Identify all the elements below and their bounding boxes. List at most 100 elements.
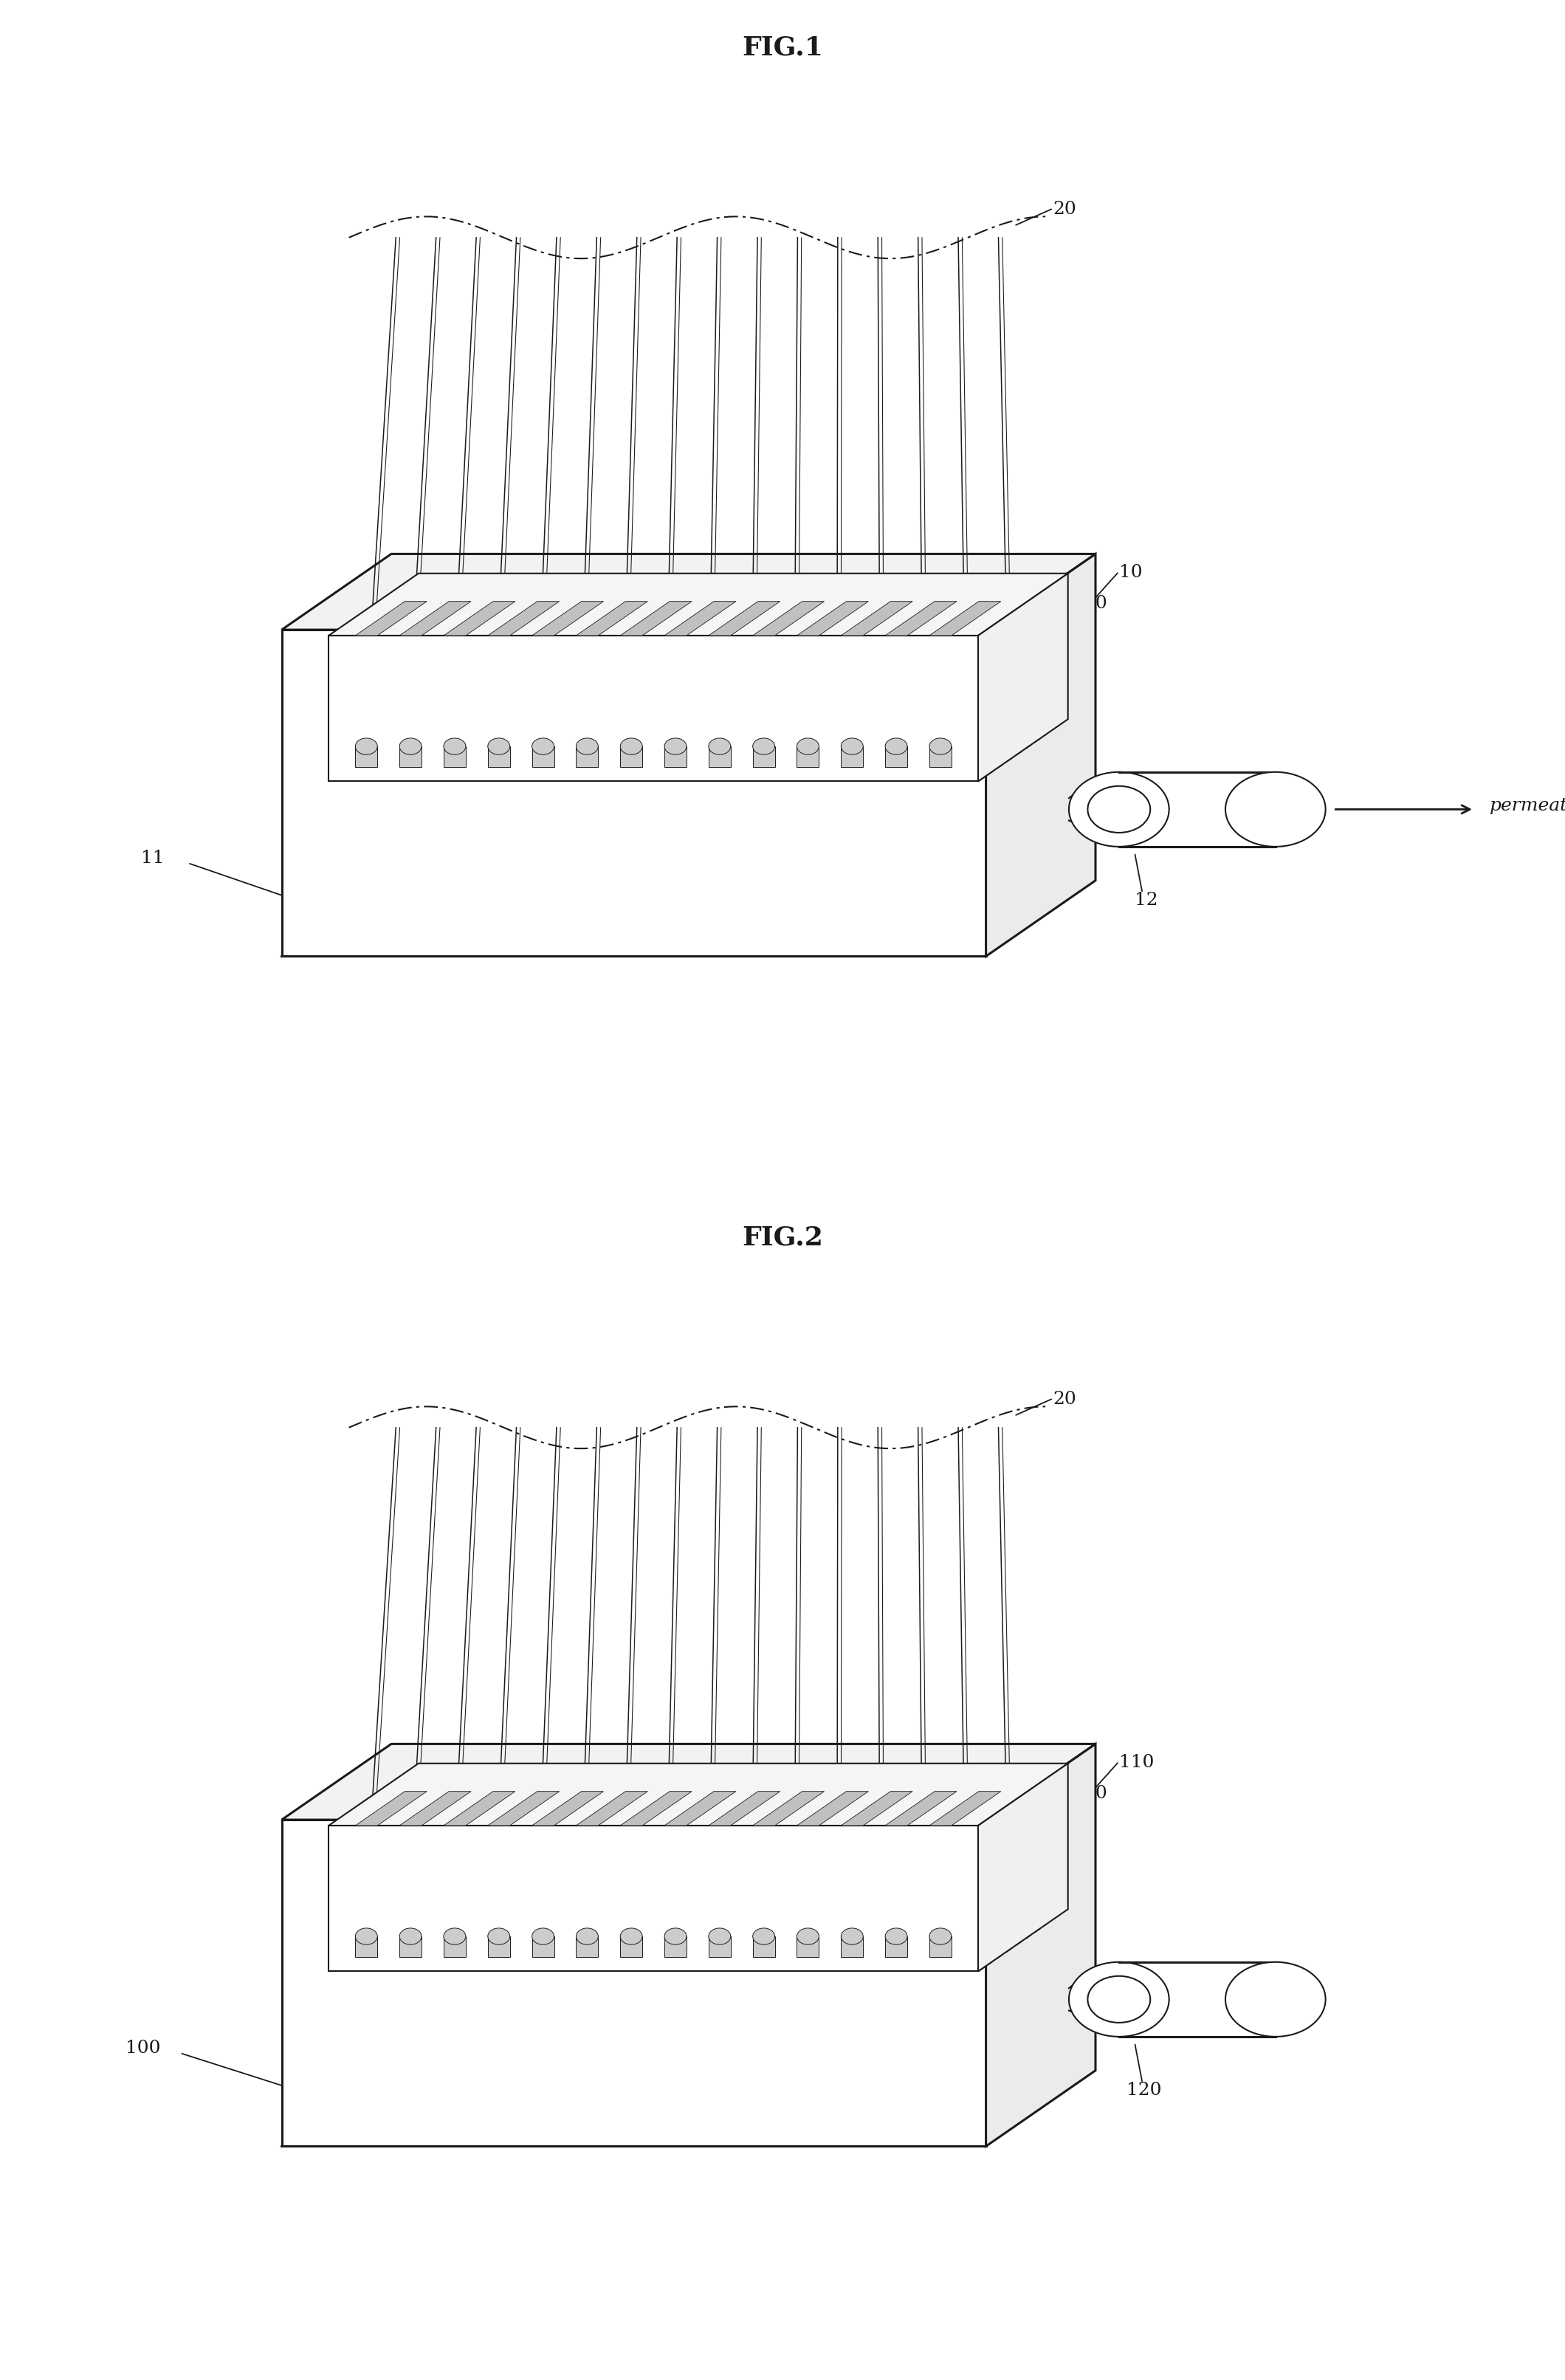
Polygon shape — [399, 602, 471, 635]
Polygon shape — [576, 1937, 598, 1956]
Polygon shape — [282, 1821, 986, 2147]
Polygon shape — [886, 1792, 956, 1825]
Text: 100: 100 — [125, 2040, 160, 2056]
Polygon shape — [488, 602, 559, 635]
Polygon shape — [532, 602, 604, 635]
Polygon shape — [665, 602, 736, 635]
Circle shape — [1069, 1961, 1169, 2037]
Text: 20: 20 — [1053, 200, 1077, 219]
Text: permeate: permeate — [1490, 797, 1565, 814]
Polygon shape — [840, 602, 912, 635]
Circle shape — [355, 738, 377, 754]
Polygon shape — [576, 602, 648, 635]
Polygon shape — [355, 1792, 427, 1825]
Circle shape — [753, 1928, 775, 1944]
Polygon shape — [443, 747, 466, 766]
Polygon shape — [709, 1792, 779, 1825]
Circle shape — [443, 738, 466, 754]
Polygon shape — [532, 1937, 554, 1956]
Circle shape — [488, 738, 510, 754]
Polygon shape — [329, 1764, 1067, 1825]
Polygon shape — [282, 631, 986, 957]
Polygon shape — [443, 602, 515, 635]
Polygon shape — [753, 1937, 775, 1956]
Text: 30: 30 — [1083, 1785, 1106, 1802]
Circle shape — [443, 1928, 466, 1944]
Polygon shape — [443, 1792, 515, 1825]
Polygon shape — [930, 1937, 952, 1956]
Circle shape — [709, 738, 731, 754]
Circle shape — [930, 738, 952, 754]
Circle shape — [576, 1928, 598, 1944]
Polygon shape — [709, 747, 731, 766]
Circle shape — [576, 738, 598, 754]
Text: 12: 12 — [1135, 892, 1158, 909]
Circle shape — [840, 738, 864, 754]
Circle shape — [620, 1928, 642, 1944]
Circle shape — [665, 1928, 687, 1944]
Text: 10: 10 — [1119, 564, 1142, 581]
Circle shape — [930, 1928, 952, 1944]
Polygon shape — [886, 1937, 908, 1956]
Circle shape — [1225, 771, 1326, 847]
Circle shape — [709, 1928, 731, 1944]
Polygon shape — [886, 747, 908, 766]
Polygon shape — [620, 747, 642, 766]
Polygon shape — [329, 574, 1067, 635]
Text: 110: 110 — [1119, 1754, 1153, 1771]
Polygon shape — [840, 747, 864, 766]
Circle shape — [797, 1928, 818, 1944]
Circle shape — [532, 738, 554, 754]
Polygon shape — [443, 1937, 466, 1956]
Polygon shape — [532, 747, 554, 766]
Polygon shape — [488, 747, 510, 766]
Polygon shape — [930, 602, 1002, 635]
Polygon shape — [329, 635, 978, 781]
Text: FIG.1: FIG.1 — [742, 36, 823, 60]
Polygon shape — [355, 602, 427, 635]
Polygon shape — [797, 1792, 869, 1825]
Polygon shape — [355, 747, 377, 766]
Circle shape — [532, 1928, 554, 1944]
Polygon shape — [797, 1937, 818, 1956]
Circle shape — [886, 1928, 908, 1944]
Circle shape — [1069, 771, 1169, 847]
Polygon shape — [986, 555, 1095, 957]
Circle shape — [797, 738, 818, 754]
Polygon shape — [282, 555, 1096, 631]
Polygon shape — [930, 747, 952, 766]
Polygon shape — [399, 747, 421, 766]
Polygon shape — [753, 747, 775, 766]
Circle shape — [886, 738, 908, 754]
Circle shape — [399, 1928, 421, 1944]
Polygon shape — [753, 602, 825, 635]
Polygon shape — [797, 747, 818, 766]
Polygon shape — [986, 1745, 1095, 2147]
Polygon shape — [399, 1792, 471, 1825]
Polygon shape — [620, 1937, 642, 1956]
Polygon shape — [665, 747, 687, 766]
Circle shape — [840, 1928, 864, 1944]
Polygon shape — [488, 1937, 510, 1956]
Polygon shape — [978, 574, 1067, 781]
Polygon shape — [709, 602, 779, 635]
Text: 30: 30 — [1083, 595, 1106, 612]
Circle shape — [753, 738, 775, 754]
Polygon shape — [576, 1792, 648, 1825]
Polygon shape — [329, 1825, 978, 1971]
Polygon shape — [753, 1792, 825, 1825]
Polygon shape — [797, 602, 869, 635]
Text: 11: 11 — [141, 850, 164, 866]
Polygon shape — [620, 602, 692, 635]
Polygon shape — [488, 1792, 559, 1825]
Polygon shape — [886, 602, 956, 635]
Circle shape — [355, 1928, 377, 1944]
Polygon shape — [840, 1937, 864, 1956]
Polygon shape — [840, 1792, 912, 1825]
Polygon shape — [355, 1937, 377, 1956]
Polygon shape — [576, 747, 598, 766]
Polygon shape — [665, 1937, 687, 1956]
Polygon shape — [930, 1792, 1002, 1825]
Polygon shape — [282, 1745, 1096, 1821]
Polygon shape — [978, 1764, 1067, 1971]
